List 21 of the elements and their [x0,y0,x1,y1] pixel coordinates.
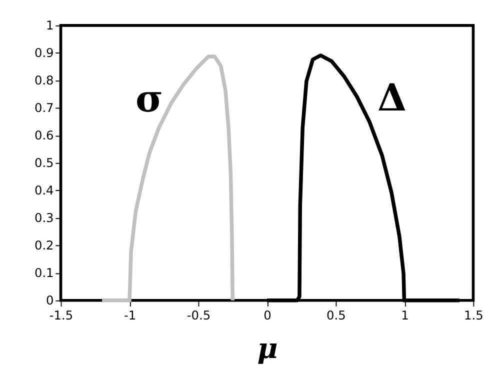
y-tick-label: 0.3 [34,211,54,226]
series-label: σ [136,76,164,121]
x-tick-label: 0.5 [326,308,346,323]
x-tick-label: 1.5 [464,308,484,323]
y-tick-label: 0.1 [34,266,54,280]
x-axis-title: μ [257,332,278,365]
y-tick-label: 0 [46,294,54,308]
x-tick-label: -0.5 [186,308,211,323]
y-tick-label: 0.7 [34,101,54,116]
y-tick-label: 0.8 [34,74,54,88]
x-tick-label: 1 [401,308,409,323]
x-tick-label: 0 [264,308,272,323]
y-tick-label: 0.2 [34,238,54,253]
x-tick-label: -1.5 [49,308,74,323]
y-tick-label: 0.6 [34,128,54,143]
y-tick-label: 0.5 [34,156,54,170]
x-tick-label: -1 [124,308,136,323]
y-tick-label: 0.9 [34,46,54,60]
series-label: Δ [378,76,407,120]
y-tick-label: 0.4 [34,184,54,198]
y-tick-label: 1 [46,18,54,33]
